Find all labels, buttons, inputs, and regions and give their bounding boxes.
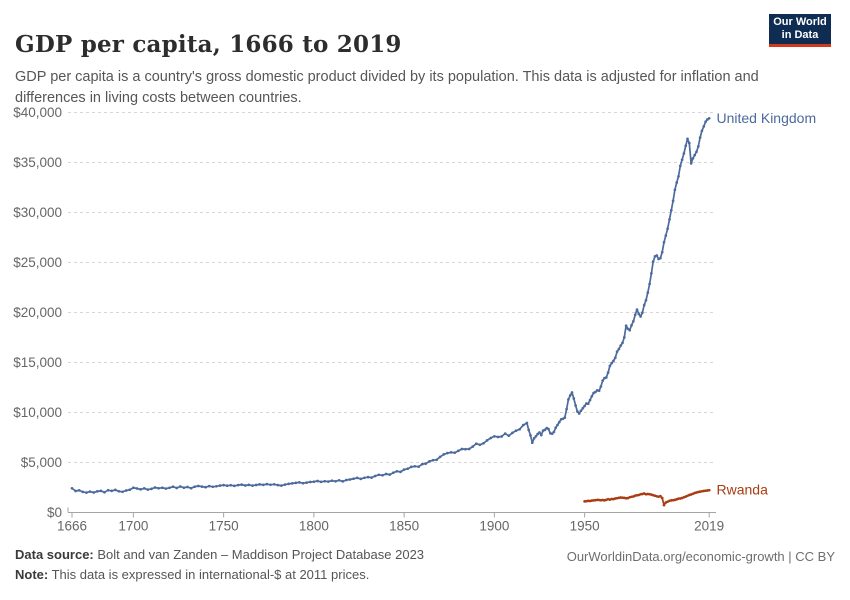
x-axis-labels: 1666 1700 1750 1800 1850 1900 1950 2019	[57, 519, 724, 534]
series-label-united-kingdom: United Kingdom	[717, 110, 817, 126]
y-tick-label: $30,000	[13, 205, 62, 220]
y-tick-label: $35,000	[13, 155, 62, 170]
note-label: Note:	[15, 567, 49, 582]
y-tick-label: $10,000	[13, 405, 62, 420]
data-source-text: Bolt and van Zanden – Maddison Project D…	[93, 547, 425, 562]
note-text: This data is expressed in international-…	[48, 567, 370, 582]
x-tick-label: 1950	[570, 519, 600, 534]
x-axis	[67, 507, 716, 518]
credit-link[interactable]: OurWorldinData.org/economic-growth | CC …	[566, 549, 835, 564]
y-gridlines	[68, 112, 716, 463]
x-tick-label: 2019	[694, 519, 724, 534]
y-tick-label: $15,000	[13, 355, 62, 370]
page-title: GDP per capita, 1666 to 2019	[15, 31, 402, 59]
series-line-rwanda[interactable]	[584, 489, 710, 506]
y-tick-label: $20,000	[13, 305, 62, 320]
data-source-label: Data source:	[15, 547, 94, 562]
x-tick-label: 1850	[389, 519, 419, 534]
x-tick-label: 1666	[57, 519, 87, 534]
owid-logo-line2: in Data	[781, 29, 819, 41]
note-line: Note: This data is expressed in internat…	[15, 567, 369, 582]
series-rwanda[interactable]: Rwanda	[583, 482, 768, 507]
chart-subtitle: GDP per capita is a country's gross dome…	[15, 68, 759, 106]
y-tick-label: $25,000	[13, 255, 62, 270]
series-label-rwanda: Rwanda	[717, 482, 769, 498]
y-tick-label: $0	[47, 505, 62, 520]
y-tick-label: $5,000	[21, 455, 62, 470]
x-tick-label: 1750	[209, 519, 239, 534]
x-tick-label: 1900	[479, 519, 509, 534]
data-source-line: Data source: Bolt and van Zanden – Maddi…	[15, 547, 424, 562]
y-tick-label: $40,000	[13, 105, 62, 120]
owid-logo[interactable]: Our World in Data	[769, 14, 831, 47]
y-axis-labels: $0 $5,000 $10,000 $15,000 $20,000 $25,000 $30,…	[13, 105, 62, 520]
x-tick-label: 1700	[118, 519, 148, 534]
owid-logo-line1: Our World	[773, 16, 827, 28]
series-line-united-kingdom[interactable]	[71, 117, 710, 494]
series-united-kingdom[interactable]: United Kingdom	[70, 110, 817, 494]
x-tick-label: 1800	[299, 519, 329, 534]
